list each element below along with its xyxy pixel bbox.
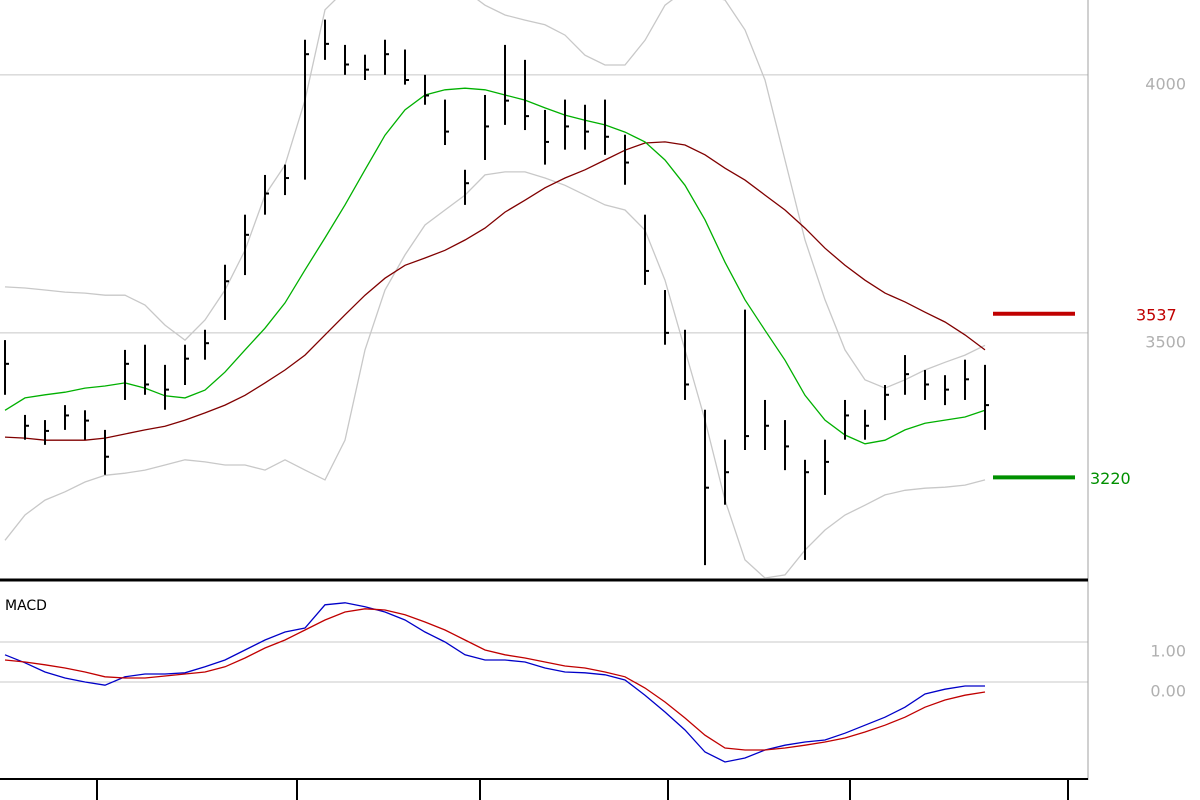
level-label: 3220 — [1090, 469, 1131, 488]
level-label: 3537 — [1136, 305, 1177, 324]
price-panel — [0, 0, 1088, 578]
macd-title: MACD — [5, 598, 47, 614]
line-series — [4, 171, 986, 578]
y-tick-label: 1.00 — [1150, 642, 1186, 661]
macd-panel — [0, 602, 1088, 763]
y-tick-label: 3500 — [1145, 332, 1186, 351]
y-tick-label: 0.00 — [1150, 682, 1186, 701]
y-tick-label: 4000 — [1145, 74, 1186, 93]
line-series — [4, 608, 986, 751]
line-series — [4, 141, 986, 441]
line-series — [4, 0, 986, 389]
line-series — [4, 87, 986, 445]
line-series — [4, 602, 985, 763]
